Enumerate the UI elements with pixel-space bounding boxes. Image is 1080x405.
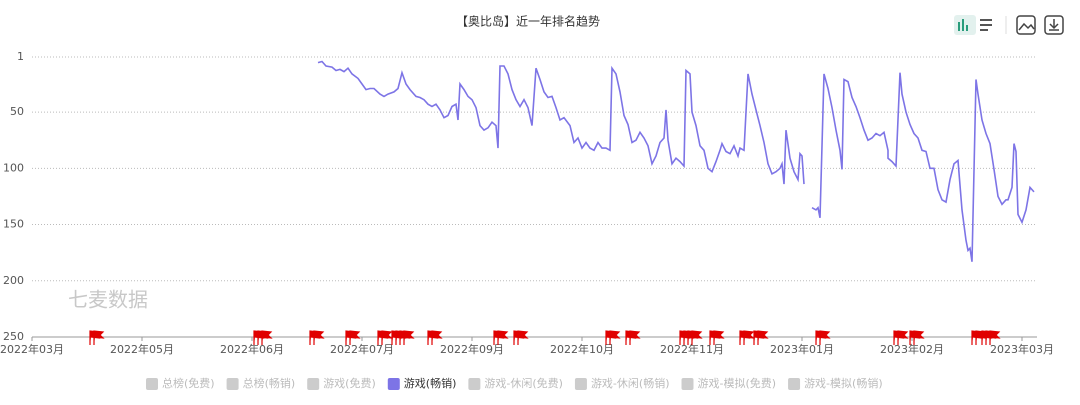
bar-view-button[interactable]: [954, 15, 976, 35]
legend-label[interactable]: 游戏-休闲(畅销): [591, 376, 670, 390]
list-view-button[interactable]: [980, 19, 992, 31]
icon: [958, 22, 960, 31]
legend-swatch: [574, 378, 587, 390]
icon: [962, 19, 964, 31]
icon: [1018, 22, 1035, 31]
toolbar: [954, 15, 1064, 35]
legend-label[interactable]: 总榜(畅销): [243, 376, 296, 390]
y-tick-label: 100: [3, 161, 24, 174]
x-tick-label: 2022年05月: [110, 342, 174, 356]
event-flag: [819, 330, 831, 345]
event-flag: [349, 330, 361, 345]
save-image-button[interactable]: [1016, 15, 1036, 35]
event-flag: [93, 330, 105, 345]
series-line: [317, 60, 1035, 262]
legend-swatch: [468, 378, 481, 390]
watermark: 七麦数据: [68, 288, 148, 312]
x-tick-label: 2022年06月: [220, 342, 284, 356]
y-tick-label: 150: [3, 218, 24, 231]
legend-label[interactable]: 游戏-休闲(免费): [484, 376, 563, 390]
chart-title: 【奥比岛】近一年排名趋势: [456, 14, 600, 29]
legend-label[interactable]: 游戏(免费): [323, 376, 376, 390]
legend-swatch: [146, 378, 158, 390]
event-flag: [431, 330, 443, 345]
event-flag: [713, 330, 725, 345]
event-flag: [261, 330, 273, 345]
event-flag: [989, 330, 1001, 345]
event-flag: [403, 330, 415, 345]
event-flag: [743, 330, 755, 345]
event-flags: [89, 330, 1001, 345]
icon: [966, 25, 968, 31]
legend-swatch: [226, 378, 239, 390]
legend-swatch: [387, 378, 400, 390]
legend-label[interactable]: 游戏(畅销): [404, 376, 457, 390]
event-flag: [497, 330, 509, 345]
download-button[interactable]: [1044, 15, 1064, 35]
x-tick-label: 2022年10月: [550, 342, 614, 356]
x-tick-label: 2022年03月: [0, 342, 64, 356]
legend-label[interactable]: 总榜(免费): [162, 376, 215, 390]
event-flag: [757, 330, 769, 345]
y-tick-label: 200: [3, 274, 24, 287]
y-tick-label: 1: [17, 50, 24, 63]
x-tick-label: 2022年07月: [330, 342, 394, 356]
event-flag: [517, 330, 529, 345]
y-tick-label: 250: [3, 330, 24, 343]
x-tick-label: 2022年11月: [660, 342, 724, 356]
event-flag: [897, 330, 909, 345]
legend-swatch: [681, 378, 694, 390]
x-tick-label: 2022年09月: [440, 342, 504, 356]
legend-swatch: [307, 378, 320, 390]
legend-label[interactable]: 游戏-模拟(免费): [698, 376, 777, 390]
event-flag: [381, 330, 393, 345]
event-flag: [913, 330, 925, 345]
event-flag: [629, 330, 641, 345]
y-tick-label: 50: [10, 105, 24, 118]
x-tick-label: 2023年02月: [880, 342, 944, 356]
legend-label[interactable]: 游戏-模拟(畅销): [804, 376, 883, 390]
legend-swatch: [788, 378, 801, 390]
event-flag: [313, 330, 325, 345]
x-tick-label: 2023年01月: [770, 342, 834, 356]
icon: [1049, 19, 1059, 31]
event-flag: [691, 330, 703, 345]
event-flag: [609, 330, 621, 345]
x-tick-label: 2023年03月: [990, 342, 1054, 356]
